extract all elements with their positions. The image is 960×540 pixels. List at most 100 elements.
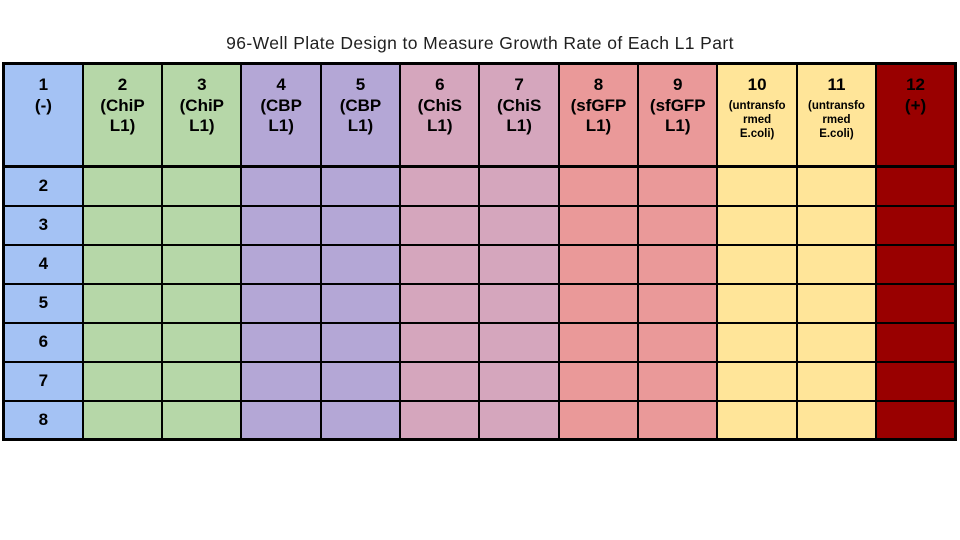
well-cell [875,204,957,246]
row-label: 4 [2,243,84,285]
well-cell [716,243,798,285]
well-cell [557,282,640,324]
plate-row-2: 2 [2,165,957,207]
column-label: (CBP L1) [260,95,302,136]
row-label: 6 [2,321,84,363]
column-number: 3 [197,75,207,94]
well-cell [240,204,322,246]
well-cell [161,321,243,363]
column-header-9: 9 (sfGFP L1) [637,62,719,168]
well-cell [319,399,402,441]
column-label: (sfGFP L1) [570,95,627,136]
well-cell [399,282,481,324]
well-cell [161,204,243,246]
well-cell [399,243,481,285]
well-cell [716,321,798,363]
well-cell [875,165,957,207]
column-label: (+) [904,95,927,115]
well-cell [399,360,481,402]
well-cell [716,204,798,246]
well-cell [478,282,560,324]
well-cell [81,165,164,207]
well-cell [875,321,957,363]
well-cell [478,321,560,363]
well-cell [399,165,481,207]
well-cell [716,399,798,441]
well-cell [161,165,243,207]
well-cell [716,282,798,324]
column-label: (-) [34,95,52,115]
well-cell [81,360,164,402]
column-header-1: 1 (-) [2,62,84,168]
well-cell [795,360,878,402]
column-number: 11 [827,75,846,94]
well-cell [637,165,719,207]
well-cell [240,360,322,402]
well-cell [399,399,481,441]
column-number: 12 [906,75,926,94]
column-number: 10 [747,75,767,94]
well-cell [240,321,322,363]
well-cell [240,243,322,285]
well-cell [637,360,719,402]
well-cell [557,204,640,246]
well-cell [478,165,560,207]
plate-row-3: 3 [2,204,957,246]
column-label: (ChiP L1) [100,95,145,136]
plate-row-6: 6 [2,321,957,363]
well-cell [557,360,640,402]
plate-row-5: 5 [2,282,957,324]
column-header-4: 4 (CBP L1) [240,62,322,168]
column-number: 5 [355,75,366,94]
well-cell [240,165,322,207]
column-header-8: 8 (sfGFP L1) [557,62,640,168]
well-cell [557,243,640,285]
well-cell [795,282,878,324]
column-label: (CBP L1) [339,95,382,136]
slide-title: 96-Well Plate Design to Measure Growth R… [226,33,734,53]
row-label: 2 [2,165,84,207]
well-cell [637,282,719,324]
plate-table: 1 (-) 2 (ChiP L1) 3 (ChiP L1) 4 (CBP L1)… [2,62,957,441]
well-cell [161,243,243,285]
well-cell [557,321,640,363]
column-header-6: 6 (ChiS L1) [399,62,481,168]
column-label: (untransfo rmed E.coli) [728,99,786,141]
well-cell [240,282,322,324]
plate-row-4: 4 [2,243,957,285]
well-cell [716,165,798,207]
well-cell [319,165,402,207]
column-label: (sfGFP L1) [649,95,706,136]
well-cell [716,360,798,402]
column-header-7: 7 (ChiS L1) [478,62,560,168]
column-header-12: 12 (+) [875,62,957,168]
row-label: 3 [2,204,84,246]
well-cell [875,243,957,285]
well-cell [795,165,878,207]
well-cell [319,282,402,324]
well-cell [81,282,164,324]
well-cell [319,360,402,402]
well-cell [637,399,719,441]
well-cell [478,399,560,441]
well-cell [161,360,243,402]
well-cell [478,360,560,402]
plate-header-row: 1 (-) 2 (ChiP L1) 3 (ChiP L1) 4 (CBP L1)… [2,62,957,168]
well-cell [637,321,719,363]
well-cell [319,204,402,246]
well-cell [637,243,719,285]
well-cell [478,204,560,246]
column-label: (ChiS L1) [417,95,462,136]
well-cell [637,204,719,246]
column-label: (untransfo rmed E.coli) [808,99,865,141]
well-cell [557,165,640,207]
well-cell [399,204,481,246]
well-cell [557,399,640,441]
well-cell [319,243,402,285]
plate-row-7: 7 [2,360,957,402]
well-cell [81,321,164,363]
well-cell [795,243,878,285]
well-cell [478,243,560,285]
column-number: 7 [514,75,524,94]
